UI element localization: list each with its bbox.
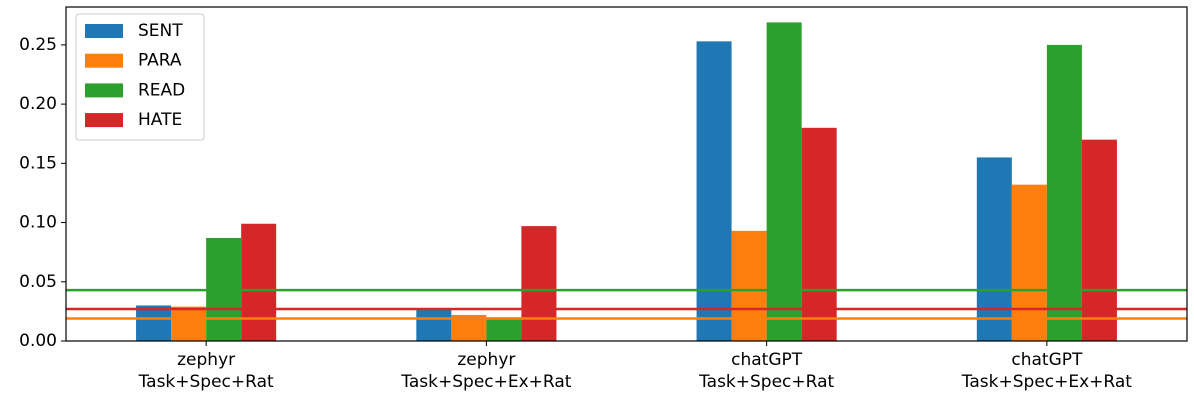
- bar: [521, 226, 557, 341]
- legend-label: READ: [138, 80, 185, 100]
- y-tick-label: 0.15: [19, 153, 57, 173]
- y-tick-label: 0.00: [19, 331, 57, 351]
- x-tick-label: zephyr: [177, 350, 235, 370]
- y-tick-label: 0.10: [19, 213, 57, 233]
- plot-frame: [65, 6, 1188, 342]
- bar: [1011, 184, 1047, 341]
- bar: [416, 309, 452, 341]
- bar: [1046, 44, 1082, 342]
- bar: [731, 230, 767, 341]
- y-tick-label: 0.20: [19, 94, 57, 114]
- bar: [766, 22, 802, 342]
- bar: [171, 306, 207, 341]
- legend-label: HATE: [138, 110, 182, 130]
- x-tick-label: zephyr: [457, 350, 515, 370]
- bar: [486, 317, 522, 341]
- legend-swatch: [85, 83, 123, 98]
- bar: [136, 305, 172, 341]
- legend-label: SENT: [138, 21, 183, 41]
- x-tick-label: chatGPT: [1011, 350, 1083, 370]
- x-tick-label: Task+Spec+Rat: [138, 372, 274, 392]
- legend-swatch: [85, 113, 123, 128]
- y-tick-label: 0.05: [19, 272, 57, 292]
- bar: [1081, 139, 1117, 341]
- legend-box: [75, 13, 205, 141]
- legend-label: PARA: [138, 51, 182, 71]
- legend-swatch: [85, 53, 123, 68]
- bar: [241, 223, 277, 341]
- x-tick-label: chatGPT: [731, 350, 803, 370]
- y-tick-label: 0.25: [19, 35, 57, 55]
- x-tick-label: Task+Spec+Ex+Rat: [400, 372, 571, 392]
- bar: [976, 157, 1012, 341]
- bar: [696, 41, 732, 341]
- x-tick-label: Task+Spec+Rat: [698, 372, 834, 392]
- bar: [801, 127, 837, 342]
- x-tick-label: Task+Spec+Ex+Rat: [961, 372, 1132, 392]
- legend-swatch: [85, 24, 123, 38]
